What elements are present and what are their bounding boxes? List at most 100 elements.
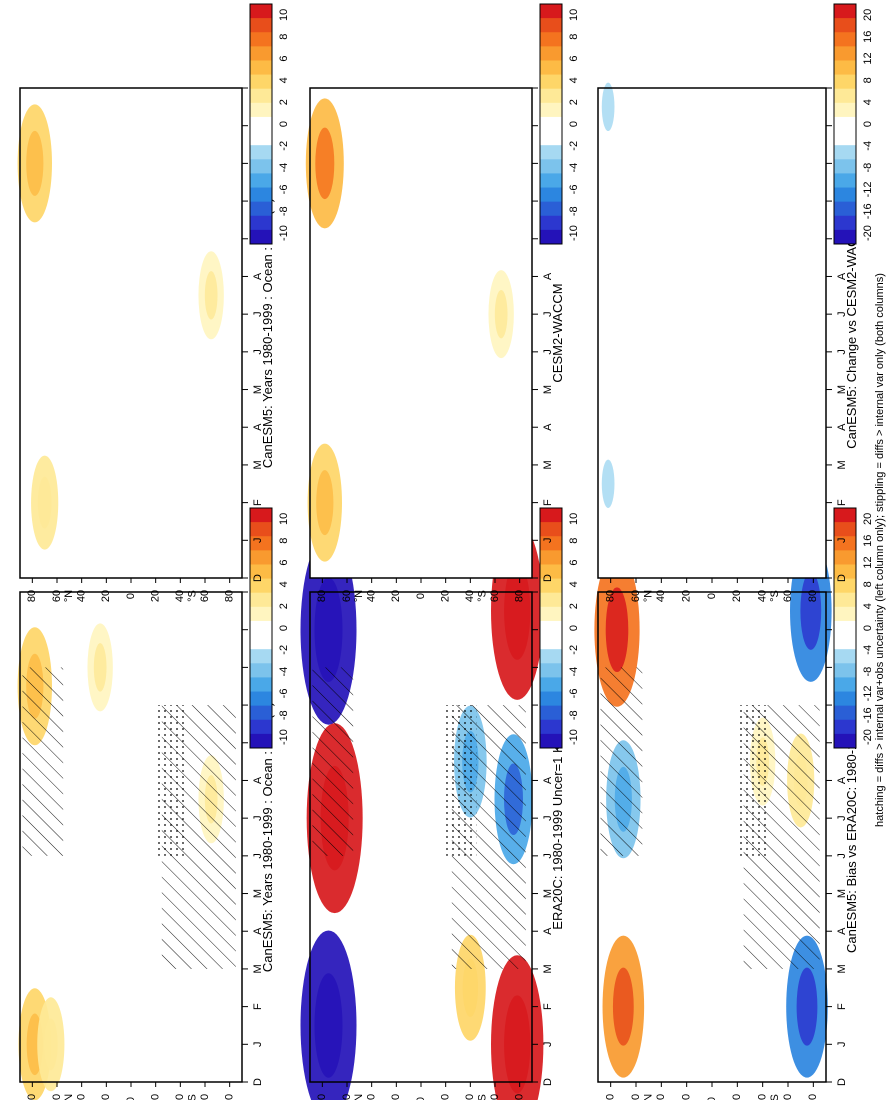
colorbar-swatch <box>540 663 562 678</box>
colorbar-swatch <box>834 159 856 174</box>
colorbar-label: -12 <box>862 686 874 702</box>
colorbar-swatch <box>250 229 272 245</box>
y-tick-label: 40 <box>655 590 667 602</box>
y-tick-label: 80 <box>316 590 328 602</box>
hemisphere-label: °S <box>769 590 781 602</box>
x-tick-label: A <box>836 776 848 784</box>
y-tick-label: 60 <box>51 1094 63 1100</box>
colorbar-swatch <box>540 88 562 104</box>
colorbar-label: -2 <box>568 645 580 655</box>
y-tick-label: 80 <box>807 1094 819 1100</box>
colorbar-swatch <box>540 201 562 217</box>
panel-row2-right: DJFMAMJJASONDJ80604020020406080°N°SCESM2… <box>305 3 580 602</box>
colorbar-label: -2 <box>278 141 290 151</box>
colorbar-swatch <box>250 550 272 565</box>
colorbar-swatch <box>834 691 856 707</box>
colorbar-label: 2 <box>278 603 290 609</box>
x-tick-label: M <box>836 964 848 973</box>
colorbar-swatch <box>250 173 272 189</box>
colorbar-swatch <box>834 74 856 90</box>
colorbar-swatch <box>250 522 272 537</box>
x-tick-label: J <box>542 349 554 355</box>
colorbar-label: 8 <box>568 34 580 40</box>
contour-core <box>314 577 343 682</box>
hemisphere-label: °N <box>643 590 655 602</box>
colorbar-swatch <box>540 4 562 19</box>
colorbar-swatch <box>250 606 272 622</box>
colorbar-label: -20 <box>862 729 874 745</box>
x-tick-label: A <box>542 423 554 431</box>
colorbar-label: -6 <box>278 689 290 699</box>
colorbar-swatch <box>250 733 272 749</box>
colorbar-swatch <box>250 578 272 594</box>
y-tick-label: 0 <box>415 1097 427 1100</box>
contour-core <box>316 470 334 536</box>
colorbar-label: -4 <box>278 163 290 173</box>
colorbar-swatch <box>540 46 562 61</box>
y-tick-label: 20 <box>150 590 162 602</box>
x-tick-label: M <box>836 889 848 898</box>
colorbar-swatch <box>250 564 272 580</box>
colorbar-swatch <box>250 46 272 61</box>
colorbar-label: -8 <box>862 667 874 677</box>
colorbar-label: 10 <box>568 513 580 525</box>
colorbar-swatch <box>834 635 856 650</box>
colorbar-swatch <box>834 578 856 594</box>
x-tick-label: J <box>542 1042 554 1048</box>
y-tick-label: 20 <box>731 590 743 602</box>
y-tick-label: 60 <box>782 1094 794 1100</box>
y-tick-label: 60 <box>630 1094 642 1100</box>
colorbar-swatch <box>250 32 272 47</box>
colorbar-label: 0 <box>278 625 290 631</box>
colorbar-label: 4 <box>278 581 290 587</box>
colorbar-label: 10 <box>568 9 580 21</box>
colorbar-label: -4 <box>568 163 580 173</box>
colorbar-swatch <box>250 635 272 650</box>
x-tick-label: J <box>252 815 264 821</box>
contour-core <box>315 127 335 200</box>
x-tick-label: J <box>836 815 848 821</box>
y-tick-label: 20 <box>150 1094 162 1100</box>
panel-row3-right: DJFMAMJJASONDJ80604020020406080°N°SCanES… <box>595 3 874 602</box>
colorbar-frame <box>833 3 857 245</box>
x-tick-label: A <box>542 927 554 935</box>
y-tick-label: 60 <box>489 590 501 602</box>
colorbar-swatch <box>834 606 856 622</box>
y-tick-label: 80 <box>224 1094 236 1100</box>
x-tick-label: A <box>252 927 264 935</box>
colorbar-swatch <box>834 508 856 523</box>
x-tick-label: D <box>252 1078 264 1086</box>
colorbar-label: -6 <box>568 185 580 195</box>
y-tick-label: 60 <box>51 590 63 602</box>
contour-core <box>314 973 343 1078</box>
colorbar-label: -4 <box>568 667 580 677</box>
colorbar-label: 0 <box>568 625 580 631</box>
contour-core <box>44 1018 58 1071</box>
contour-core <box>796 967 818 1046</box>
colorbar-frame <box>539 507 563 749</box>
stippling <box>155 705 187 856</box>
colorbar-swatch <box>250 4 272 19</box>
y-tick-label: 60 <box>630 590 642 602</box>
y-tick-label: 60 <box>199 590 211 602</box>
colorbar-label: 6 <box>278 55 290 61</box>
contour-core <box>93 643 107 692</box>
x-tick-label: J <box>252 853 264 859</box>
colorbar-label: 12 <box>862 556 874 568</box>
x-tick-label: D <box>542 1078 554 1086</box>
y-tick-label: 40 <box>174 590 186 602</box>
x-tick-label: M <box>252 889 264 898</box>
colorbar-swatch <box>250 719 272 735</box>
colorbar-label: 6 <box>568 55 580 61</box>
colorbar-swatch <box>834 60 856 76</box>
y-tick-label: 0 <box>706 593 718 599</box>
colorbar-swatch <box>834 564 856 580</box>
colorbar-label: 4 <box>568 581 580 587</box>
colorbar-label: 20 <box>862 513 874 525</box>
colorbar-label: -4 <box>862 645 874 655</box>
x-tick-label: M <box>252 460 264 469</box>
colorbar-swatch <box>540 620 562 636</box>
colorbar-swatch <box>250 215 272 231</box>
y-tick-label: 0 <box>415 593 427 599</box>
hemisphere-label: °S <box>769 1094 781 1100</box>
